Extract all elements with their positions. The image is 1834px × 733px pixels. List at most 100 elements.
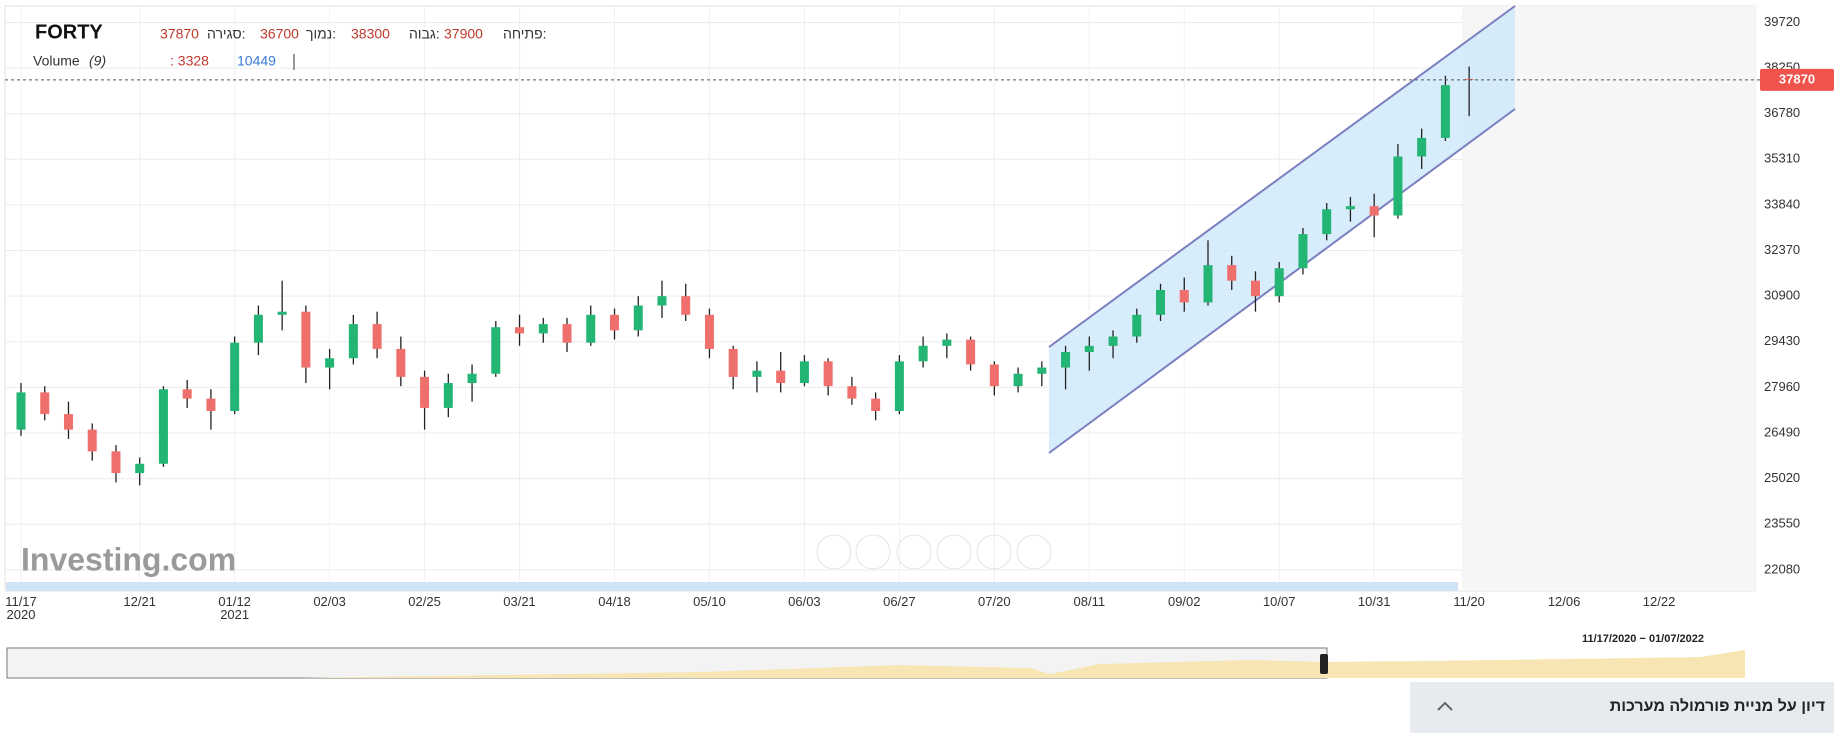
candle-body — [538, 324, 548, 334]
ohlc-value: 38300 — [351, 26, 390, 42]
candle-body — [1132, 314, 1142, 337]
x-tick-label: 06/27 — [883, 594, 916, 609]
candle-body — [704, 314, 714, 349]
symbol: FORTY — [35, 21, 103, 43]
y-tick-label: 29430 — [1764, 333, 1800, 348]
x-tick-label: 03/21 — [503, 594, 536, 609]
candle-body — [562, 324, 572, 343]
candle-body — [847, 386, 857, 399]
candle-body — [491, 327, 501, 374]
x-tick-label: 11/17 2020 — [5, 594, 37, 622]
range-label: 11/17/2020 − 01/07/2022 — [1582, 633, 1704, 645]
navigator-area — [300, 650, 1745, 678]
candle-body — [182, 389, 192, 399]
y-tick-label: 22080 — [1764, 561, 1800, 576]
candle-body — [586, 314, 596, 343]
last-price-box — [1760, 68, 1834, 91]
candle-body — [657, 296, 667, 306]
candle-body — [799, 361, 809, 384]
candle-body — [966, 339, 976, 365]
y-tick-label: 25020 — [1764, 470, 1800, 485]
volume-value: : 3328 — [170, 53, 209, 69]
y-tick-label: 36780 — [1764, 105, 1800, 120]
volume-period: (9) — [89, 53, 106, 69]
candle-body — [942, 339, 952, 346]
candle-body — [206, 398, 216, 411]
candle-body — [1369, 206, 1379, 216]
candle-body — [325, 358, 335, 368]
candle-body — [1061, 352, 1071, 368]
volume-strip — [6, 582, 1458, 591]
candle-body — [1108, 336, 1118, 346]
candle-body — [135, 463, 145, 474]
channel-upper — [1048, 5, 1516, 348]
ohlc-label: נמוך: — [306, 26, 336, 42]
candle-body — [728, 348, 738, 377]
candle-body — [467, 373, 477, 384]
candle-body — [158, 389, 168, 464]
x-tick-label: 09/02 — [1167, 594, 1201, 609]
watermark: Investing.com — [21, 541, 236, 577]
navigator-handle[interactable] — [1320, 654, 1328, 674]
y-tick-label: 30900 — [1764, 288, 1800, 303]
x-tick-label: 05/10 — [693, 594, 726, 609]
candle-body — [1013, 373, 1023, 387]
candle-body — [40, 392, 50, 415]
discussion-bar[interactable] — [1410, 682, 1834, 733]
candle-body — [752, 370, 762, 377]
candle-body — [918, 345, 928, 362]
x-tick-label: 08/11 — [1073, 594, 1106, 609]
candle-body — [111, 451, 121, 474]
candle-body — [1084, 345, 1094, 353]
y-tick-label: 23550 — [1764, 516, 1800, 531]
ohlc-value: 36700 — [260, 26, 299, 42]
x-tick-label: 04/18 — [598, 594, 631, 609]
candle-body — [1322, 209, 1332, 235]
candle-body — [871, 398, 881, 411]
candle-body — [1037, 367, 1047, 374]
candle-body — [1250, 280, 1260, 297]
y-tick-label: 35310 — [1764, 151, 1800, 166]
x-tick-label: 06/03 — [788, 594, 821, 609]
nav-buttons[interactable] — [816, 534, 1052, 570]
candle-body — [348, 324, 358, 359]
x-tick-label: 02/25 — [408, 594, 441, 609]
candle-body — [1298, 234, 1308, 269]
candle-body — [301, 311, 311, 368]
candle-body — [515, 327, 525, 334]
y-tick-label: 33840 — [1764, 196, 1800, 211]
ohlc-label: גבוה: — [409, 26, 440, 42]
candle-body — [1345, 206, 1355, 210]
candle-body — [1179, 289, 1189, 303]
x-tick-label: 12/22 — [1642, 594, 1676, 609]
trend-channel — [1049, 6, 1515, 453]
candle-body — [989, 364, 999, 387]
candle-body — [1440, 85, 1450, 138]
candle-body — [1203, 265, 1213, 303]
last-price-label: 37870 — [1779, 71, 1815, 86]
discussion-title: דיון על מניית פורמולה מערכות — [1610, 697, 1825, 715]
candle-body — [1227, 265, 1237, 281]
ohlc-value: 37900 — [444, 26, 483, 42]
y-tick-label: 27960 — [1764, 379, 1800, 394]
x-tick-label: 01/12 2021 — [218, 594, 251, 622]
y-tick-label: 26490 — [1764, 424, 1800, 439]
chevron[interactable] — [1437, 701, 1453, 711]
candle-body — [372, 324, 382, 349]
candle-body — [230, 342, 240, 411]
x-tick-label: 07/20 — [978, 594, 1011, 609]
y-tick-label: 39720 — [1764, 14, 1800, 29]
candle-body — [776, 370, 786, 384]
candle-body — [396, 348, 406, 377]
y-tick-label: 32370 — [1764, 242, 1800, 257]
candle-body — [894, 361, 904, 411]
volume-label: Volume — [33, 53, 80, 69]
x-tick-label: 10/31 — [1357, 594, 1391, 609]
candle-body — [420, 376, 430, 408]
ohlc-label: פתיחה: — [503, 26, 547, 42]
candle-body — [1274, 268, 1284, 297]
candle-body — [277, 311, 287, 315]
candle-body — [87, 429, 97, 452]
